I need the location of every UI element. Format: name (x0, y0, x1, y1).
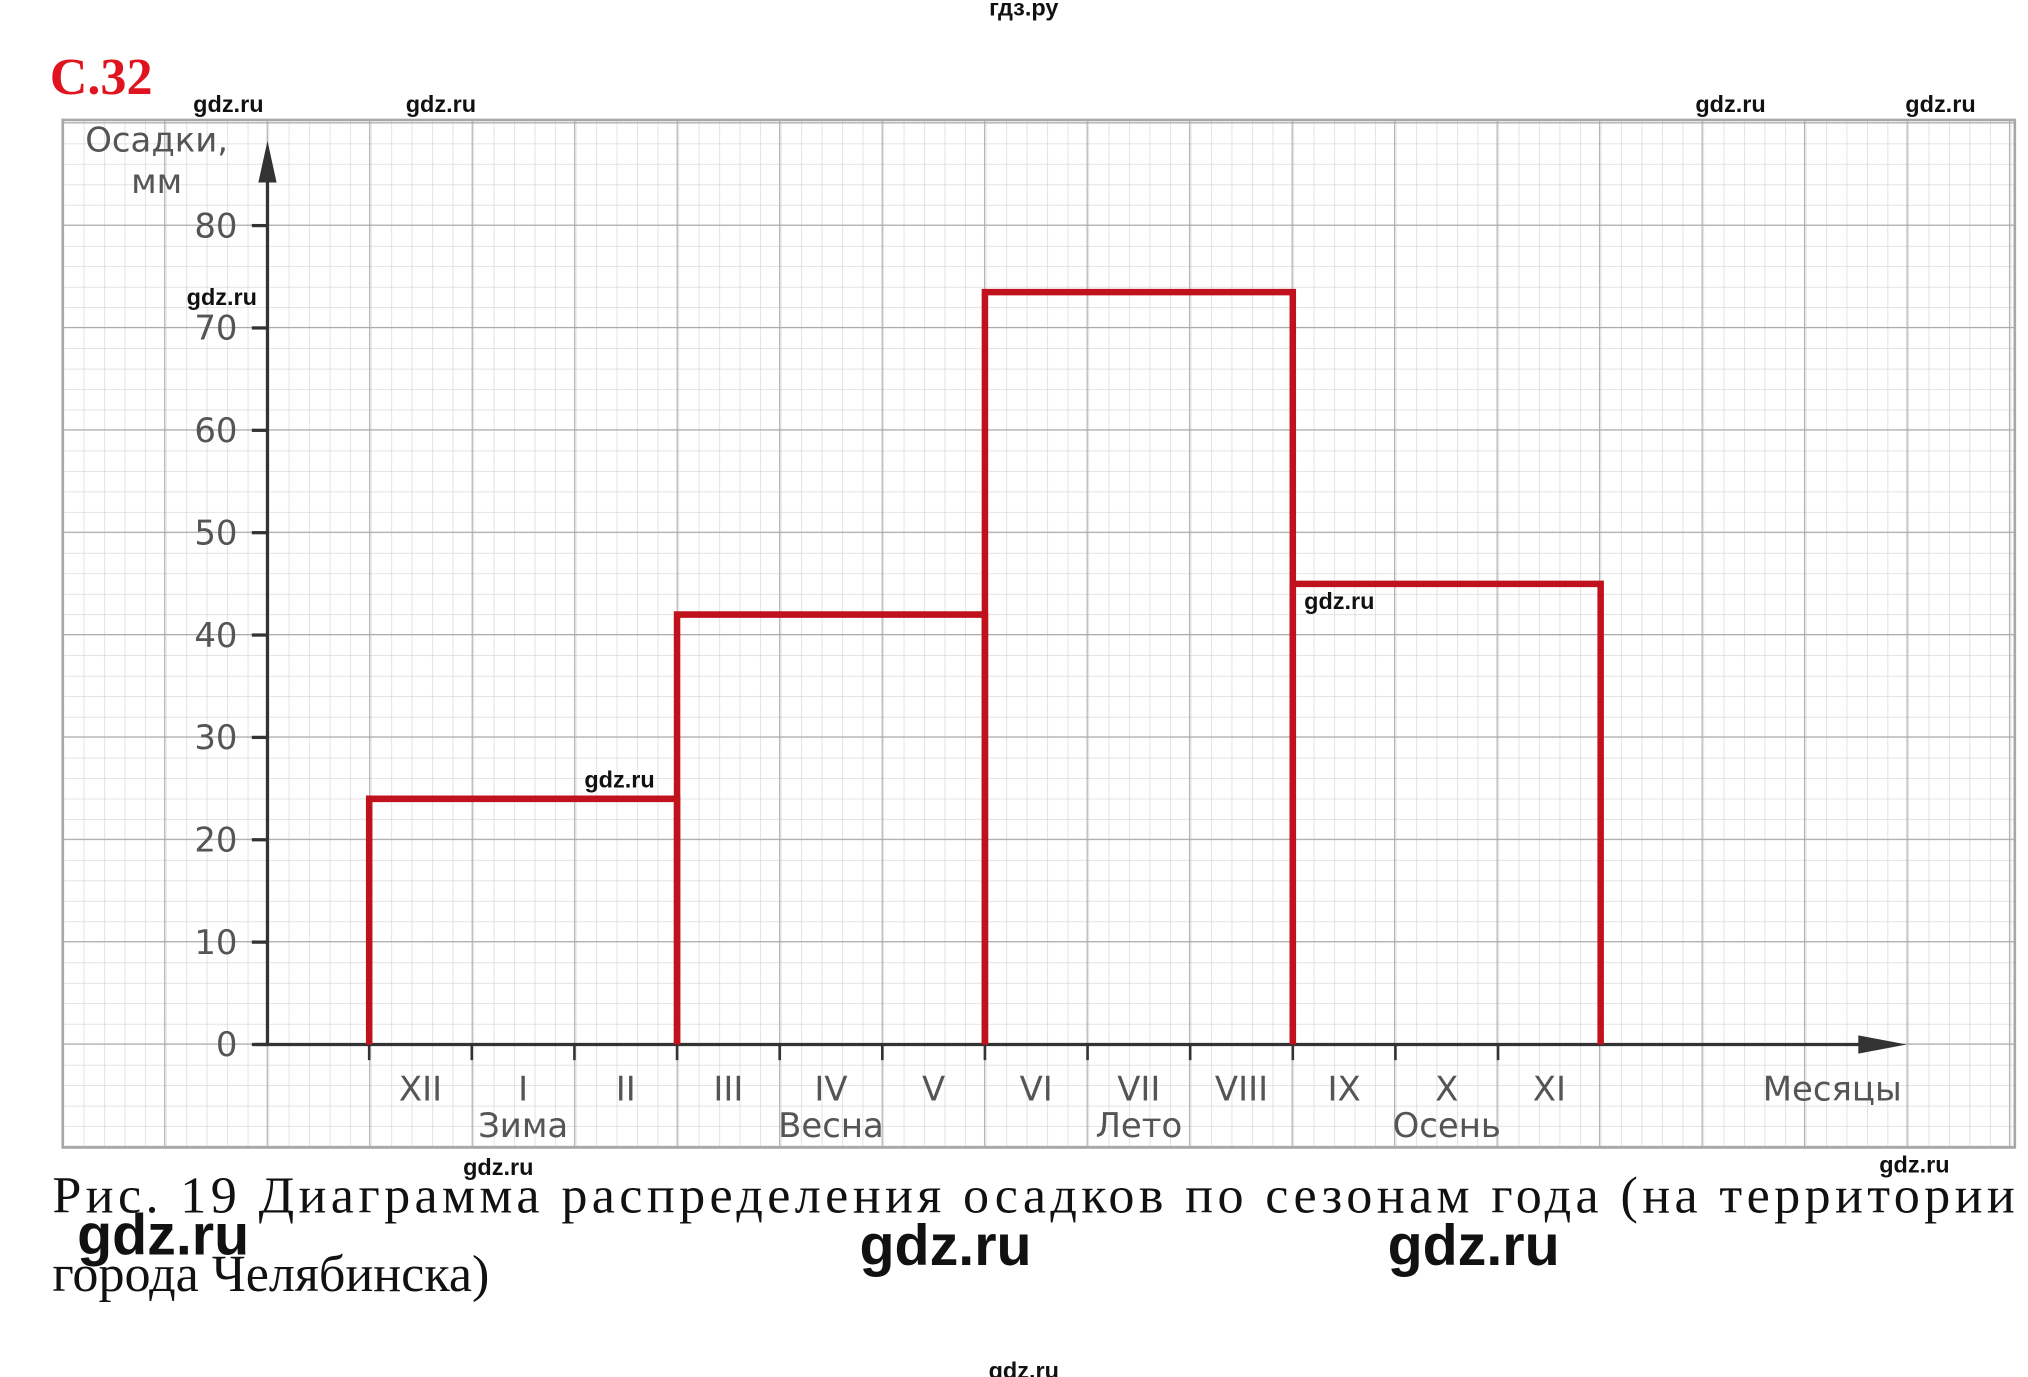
y-tick-label: 50 (194, 513, 237, 552)
y-axis-label: Осадки, (85, 120, 228, 159)
season-label: Весна (778, 1106, 884, 1145)
x-tick-label: V (922, 1070, 945, 1109)
caption-line: Рис. 19 Диаграмма распределения осадков … (52, 1168, 2014, 1225)
watermark: gdz.ru (989, 1357, 1059, 1377)
caption: Рис. 19 Диаграмма распределения осадков … (52, 1168, 2014, 1303)
season-label: Осень (1393, 1106, 1501, 1145)
x-tick-label: VIII (1215, 1070, 1268, 1109)
watermark: gdz.ru (584, 767, 654, 793)
x-tick-label: VI (1020, 1070, 1053, 1109)
x-tick-label: XII (399, 1070, 442, 1109)
bar (1289, 580, 1604, 1045)
x-tick-label: X (1435, 1070, 1458, 1109)
season-label: Зима (478, 1106, 568, 1145)
x-tick-label: VII (1117, 1070, 1160, 1109)
watermark: gdz.ru (406, 91, 476, 117)
y-tick-label: 80 (194, 206, 237, 245)
x-tick-label: IX (1327, 1070, 1360, 1109)
x-tick-label: I (518, 1070, 528, 1109)
watermark: gdz.ru (1905, 91, 1975, 117)
watermark: gdz.ru (1304, 588, 1374, 614)
x-tick-label: XI (1533, 1070, 1566, 1109)
x-tick-label: IV (814, 1070, 847, 1109)
x-axis-arrow (1858, 1035, 1907, 1054)
x-tick-label: II (616, 1070, 636, 1109)
watermark: gdz.ru (1388, 1214, 1560, 1278)
y-tick-label: 60 (194, 411, 237, 450)
x-axis-label: Месяцы (1763, 1070, 1902, 1109)
y-tick-label: 30 (194, 718, 237, 757)
y-tick-label: 0 (216, 1025, 238, 1064)
y-axis-arrow (258, 140, 277, 183)
watermark: gdz.ru (187, 284, 257, 310)
x-tick-label: III (713, 1070, 743, 1109)
y-tick-label: 20 (194, 820, 237, 859)
y-tick-label: 40 (194, 616, 237, 655)
watermarks: gdz.ru gdz.ru gdz.ru gdz.ru gdz.ru gdz.r… (77, 91, 1976, 1377)
watermark: gdz.ru (77, 1203, 249, 1267)
season-label: Лето (1095, 1106, 1182, 1145)
y-tick-label: 10 (194, 923, 237, 962)
watermark: gdz.ru (1879, 1151, 1949, 1177)
page-label: С.32 (50, 49, 153, 106)
graph-paper (61, 118, 2017, 1149)
watermark: gdz.ru (193, 91, 263, 117)
y-tick-label: 70 (194, 309, 237, 348)
caption-line: города Челябинска) (52, 1246, 489, 1303)
header: гдз.ру (989, 0, 1058, 21)
watermark: gdz.ru (463, 1154, 533, 1180)
y-axis-label: мм (131, 162, 182, 201)
watermark: gdz.ru (860, 1214, 1032, 1278)
watermark: gdz.ru (1695, 91, 1765, 117)
